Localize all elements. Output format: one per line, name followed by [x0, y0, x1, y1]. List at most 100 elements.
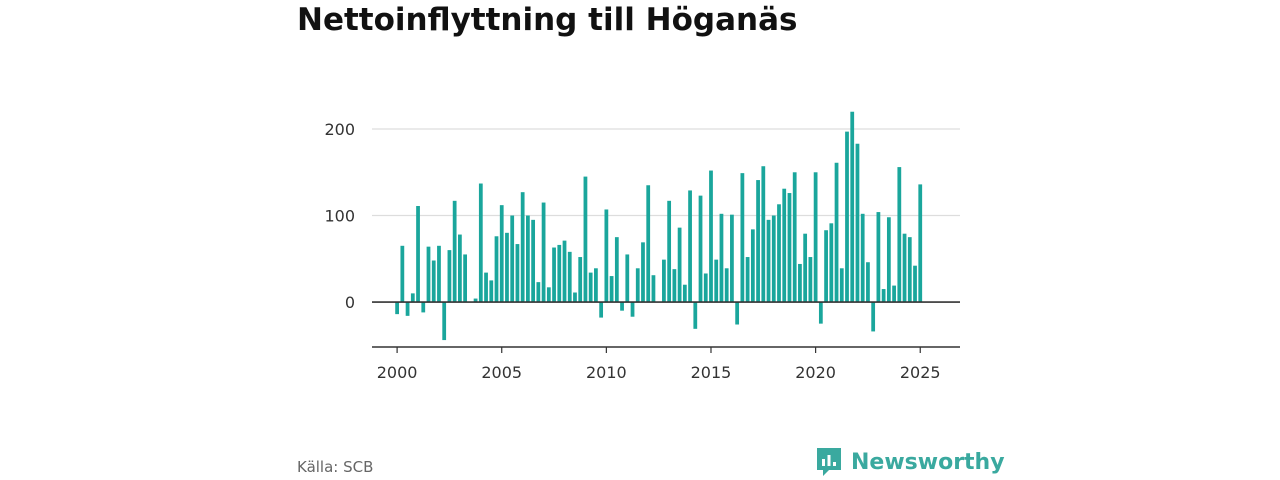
bar — [897, 167, 902, 303]
bar — [447, 250, 452, 303]
bar — [662, 259, 666, 303]
bar — [745, 257, 750, 303]
brand-name: Newsworthy — [851, 449, 1005, 475]
bar — [782, 188, 787, 303]
bar — [395, 302, 399, 315]
bar — [552, 247, 556, 303]
bar — [641, 242, 645, 303]
bar — [599, 302, 604, 318]
bar — [416, 206, 420, 303]
bar — [651, 275, 656, 303]
bar — [693, 302, 698, 329]
bar — [646, 185, 651, 303]
bar — [918, 184, 923, 303]
bar — [635, 268, 640, 303]
x-tick-label-2015: 2015 — [691, 363, 732, 382]
bar — [667, 200, 672, 303]
bar — [494, 236, 499, 303]
bar — [437, 245, 441, 303]
gridlines — [372, 128, 960, 217]
bar — [756, 180, 760, 303]
bar — [771, 215, 776, 303]
bar — [777, 204, 781, 303]
bar — [515, 244, 520, 303]
bar — [730, 214, 734, 303]
bar — [860, 213, 865, 303]
bar — [557, 244, 562, 303]
x-tick-label-2010: 2010 — [586, 363, 627, 382]
bar — [792, 172, 797, 303]
bar — [588, 272, 593, 303]
bar — [489, 280, 494, 303]
bar — [824, 230, 828, 303]
bar — [735, 302, 740, 325]
bar — [421, 302, 426, 313]
bar — [813, 172, 818, 303]
bar — [452, 200, 457, 303]
bar — [688, 190, 692, 303]
bar — [866, 262, 870, 303]
bar — [478, 183, 483, 303]
source-note: Källa: SCB — [297, 458, 374, 476]
bar — [709, 170, 713, 303]
x-tick-label-2000: 2000 — [377, 363, 418, 382]
x-tick-label-2020: 2020 — [795, 363, 836, 382]
bar — [750, 229, 755, 303]
bar — [573, 292, 577, 303]
bar — [740, 173, 745, 303]
bar — [562, 240, 567, 303]
tick-labels: 0 100 200 2000 2005 2010 2015 2020 2025 — [324, 120, 940, 382]
newsworthy-logo-icon — [817, 448, 841, 476]
y-tick-label-0: 0 — [345, 293, 355, 312]
bar — [913, 265, 917, 303]
bar — [541, 202, 546, 303]
bar — [845, 131, 849, 303]
bar — [536, 282, 541, 303]
bar — [458, 234, 462, 303]
bar — [798, 263, 802, 303]
bar — [829, 223, 834, 303]
bar — [442, 302, 447, 341]
bar — [620, 302, 624, 311]
bar — [682, 284, 687, 303]
bar — [400, 245, 405, 303]
bar — [677, 227, 682, 303]
bar — [405, 302, 410, 316]
bar — [520, 192, 525, 303]
bar — [526, 215, 530, 303]
bar — [818, 302, 823, 324]
bar — [834, 162, 839, 303]
bar — [850, 111, 855, 303]
bar — [594, 268, 598, 303]
bar — [431, 260, 436, 303]
bar — [761, 166, 766, 303]
bar — [473, 298, 478, 303]
bar — [871, 302, 876, 332]
bar — [625, 254, 630, 303]
bar — [583, 176, 588, 303]
bar — [886, 217, 891, 303]
bar — [484, 272, 488, 303]
bar — [604, 209, 609, 303]
bar — [531, 219, 536, 303]
bar — [892, 285, 896, 303]
bar — [839, 268, 844, 303]
bar — [787, 193, 792, 303]
bar — [410, 293, 415, 303]
x-tick-label-2025: 2025 — [900, 363, 941, 382]
bar — [876, 212, 881, 303]
chart-title: Nettoinflyttning till Höganäs — [297, 2, 798, 38]
bar — [426, 246, 431, 303]
bar — [463, 254, 467, 303]
bar — [714, 259, 719, 303]
bar — [902, 233, 907, 303]
bar — [855, 143, 860, 303]
bar — [546, 287, 551, 303]
brand-logo: Newsworthy — [815, 446, 1005, 478]
bar — [609, 276, 614, 303]
axes — [372, 301, 960, 353]
bar — [630, 302, 635, 317]
bar — [510, 215, 515, 303]
x-tick-label-2005: 2005 — [481, 363, 522, 382]
